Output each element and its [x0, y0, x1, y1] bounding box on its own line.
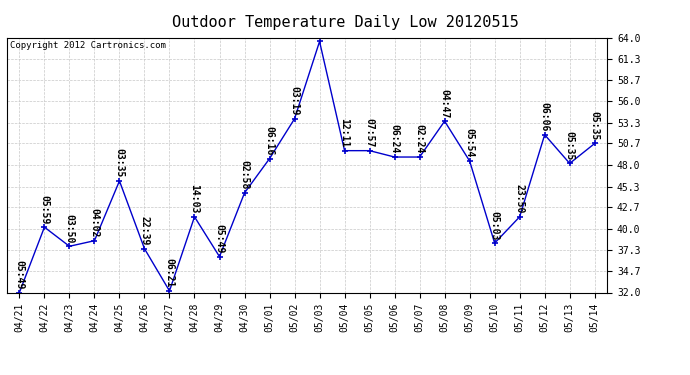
Text: 06:16: 06:16	[264, 126, 275, 156]
Text: 02:24: 02:24	[415, 124, 424, 154]
Text: 05:49: 05:49	[215, 224, 224, 254]
Text: Copyright 2012 Cartronics.com: Copyright 2012 Cartronics.com	[10, 41, 166, 50]
Text: 05:59: 05:59	[39, 195, 50, 224]
Text: 07:16: 07:16	[315, 9, 324, 38]
Text: 04:02: 04:02	[90, 208, 99, 237]
Text: 05:35: 05:35	[590, 111, 600, 140]
Text: 06:24: 06:24	[390, 124, 400, 154]
Text: 06:06: 06:06	[540, 102, 550, 132]
Text: 04:47: 04:47	[440, 88, 450, 118]
Text: 03:35: 03:35	[115, 148, 124, 178]
Text: 14:03: 14:03	[190, 184, 199, 214]
Text: 05:54: 05:54	[464, 129, 475, 158]
Text: 22:39: 22:39	[139, 216, 150, 246]
Text: 23:50: 23:50	[515, 184, 524, 214]
Text: 12:11: 12:11	[339, 118, 350, 147]
Text: 07:57: 07:57	[364, 118, 375, 147]
Text: 03:50: 03:50	[64, 214, 75, 243]
Text: 05:03: 05:03	[490, 210, 500, 240]
Text: 02:58: 02:58	[239, 160, 250, 190]
Text: Outdoor Temperature Daily Low 20120515: Outdoor Temperature Daily Low 20120515	[172, 15, 518, 30]
Text: 05:49: 05:49	[14, 260, 24, 290]
Text: 03:19: 03:19	[290, 86, 299, 116]
Text: 05:35: 05:35	[564, 131, 575, 160]
Text: 06:21: 06:21	[164, 258, 175, 288]
